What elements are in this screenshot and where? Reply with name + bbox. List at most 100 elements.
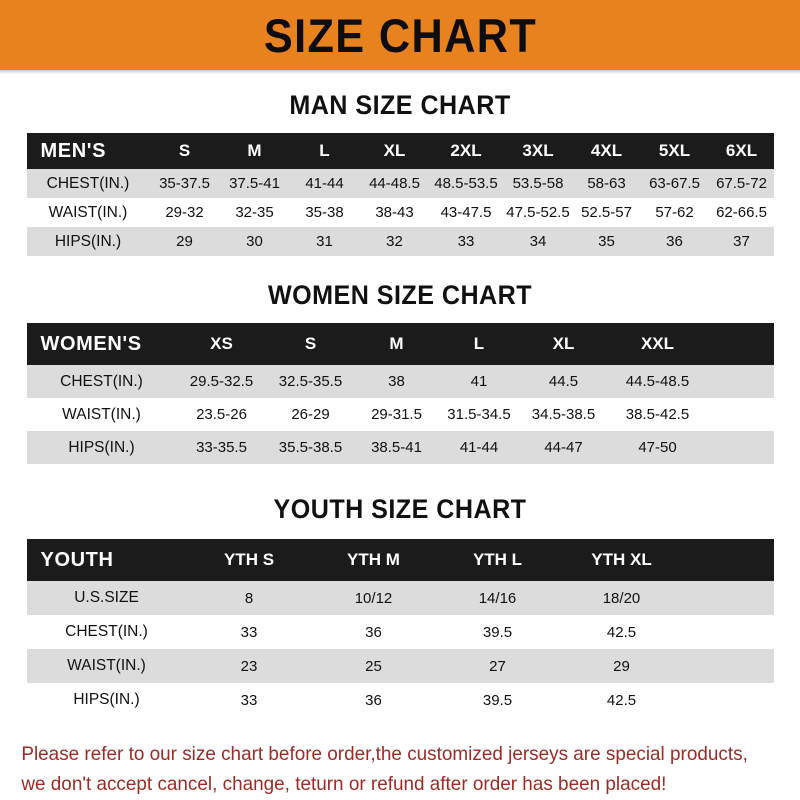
section-men: MAN SIZE CHART MEN'S S M L XL 2XL 3XL 4X… bbox=[0, 90, 800, 256]
men-cell: 36 bbox=[666, 233, 683, 250]
youth-row-label: CHEST(IN.) bbox=[65, 623, 148, 640]
men-cell: 32 bbox=[386, 233, 403, 250]
youth-cell-spacer bbox=[684, 581, 774, 615]
men-corner-label: MEN'S bbox=[40, 139, 107, 162]
women-cell: 35.5-38.5 bbox=[278, 439, 343, 456]
men-col-header: 3XL bbox=[522, 141, 554, 160]
men-cell: 31 bbox=[316, 233, 333, 250]
women-header-spacer bbox=[708, 323, 774, 365]
women-cell: 41 bbox=[470, 373, 488, 390]
women-row-label: WAIST(IN.) bbox=[62, 405, 141, 423]
women-col-header: XS bbox=[210, 334, 233, 353]
page-title: SIZE CHART bbox=[263, 8, 537, 62]
women-cell: 44.5-48.5 bbox=[625, 373, 690, 390]
youth-col-header: YTH S bbox=[223, 550, 275, 569]
youth-col-header: YTH M bbox=[347, 550, 400, 569]
table-row: WAIST(IN.) 23 25 27 29 bbox=[26, 649, 774, 683]
youth-cell: 29 bbox=[613, 657, 630, 675]
men-cell: 41-44 bbox=[305, 175, 344, 192]
youth-cell: 25 bbox=[365, 657, 382, 675]
men-size-table: MEN'S S M L XL 2XL 3XL 4XL 5XL 6XL CHEST… bbox=[26, 133, 774, 256]
men-cell: 57-62 bbox=[655, 204, 694, 221]
men-cell: 43-47.5 bbox=[440, 204, 492, 221]
men-row-label: HIPS(IN.) bbox=[54, 232, 122, 250]
men-col-header: 6XL bbox=[725, 141, 758, 160]
men-header-row: MEN'S S M L XL 2XL 3XL 4XL 5XL 6XL bbox=[26, 133, 774, 169]
youth-cell: 36 bbox=[365, 691, 382, 709]
section-youth: YOUTH SIZE CHART YOUTH YTH S YTH M YTH L… bbox=[0, 494, 800, 717]
page-banner: SIZE CHART bbox=[0, 0, 800, 70]
youth-cell: 39.5 bbox=[482, 691, 513, 709]
youth-size-table: YOUTH YTH S YTH M YTH L YTH XL U.S.SIZE … bbox=[26, 539, 774, 717]
men-row-label: CHEST(IN.) bbox=[46, 174, 130, 192]
youth-cell: 10/12 bbox=[354, 589, 393, 607]
youth-cell: 18/20 bbox=[602, 589, 641, 607]
youth-cell: 23 bbox=[240, 657, 258, 675]
men-cell: 63-67.5 bbox=[649, 175, 700, 192]
youth-col-header: YTH L bbox=[472, 550, 523, 569]
women-cell: 38.5-41 bbox=[371, 439, 422, 456]
youth-cell-spacer bbox=[684, 615, 774, 649]
men-cell: 35-37.5 bbox=[159, 175, 210, 192]
women-cell-spacer bbox=[708, 365, 774, 398]
men-col-header: S bbox=[178, 141, 191, 160]
youth-row-label: U.S.SIZE bbox=[74, 589, 139, 606]
section-title-men: MAN SIZE CHART bbox=[289, 90, 511, 120]
men-col-header: XL bbox=[383, 141, 406, 160]
men-cell: 38-43 bbox=[375, 204, 414, 221]
table-row: WAIST(IN.) 29-32 32-35 35-38 38-43 43-47… bbox=[26, 198, 774, 227]
table-row: HIPS(IN.) 33-35.5 35.5-38.5 38.5-41 41-4… bbox=[26, 431, 774, 464]
section-title-youth: YOUTH SIZE CHART bbox=[273, 494, 527, 524]
men-cell: 58-63 bbox=[587, 175, 626, 192]
section-title-women: WOMEN SIZE CHART bbox=[267, 280, 533, 310]
men-cell: 52.5-57 bbox=[581, 204, 632, 221]
men-cell: 37.5-41 bbox=[229, 175, 280, 192]
men-cell: 37 bbox=[733, 233, 750, 250]
men-col-header: 2XL bbox=[450, 141, 482, 160]
footer-line-1: Please refer to our size chart before or… bbox=[21, 743, 748, 765]
women-corner-label: WOMEN'S bbox=[40, 332, 142, 355]
youth-header-spacer bbox=[684, 539, 774, 581]
youth-cell: 36 bbox=[365, 623, 382, 641]
women-cell: 34.5-38.5 bbox=[531, 406, 596, 423]
men-cell: 53.5-58 bbox=[512, 175, 564, 192]
youth-cell: 27 bbox=[489, 657, 506, 675]
women-cell: 26-29 bbox=[291, 406, 330, 423]
women-cell: 38.5-42.5 bbox=[625, 406, 690, 423]
men-cell: 32-35 bbox=[235, 204, 274, 221]
women-cell: 47-50 bbox=[638, 439, 677, 456]
men-cell: 48.5-53.5 bbox=[434, 175, 498, 192]
men-cell: 29 bbox=[176, 233, 193, 250]
table-row: CHEST(IN.) 33 36 39.5 42.5 bbox=[26, 615, 774, 649]
men-cell: 44-48.5 bbox=[369, 175, 420, 192]
men-cell: 34 bbox=[529, 233, 547, 250]
women-cell: 38 bbox=[388, 373, 405, 390]
women-col-header: XXL bbox=[640, 334, 675, 353]
youth-header-row: YOUTH YTH S YTH M YTH L YTH XL bbox=[26, 539, 774, 581]
youth-cell-spacer bbox=[684, 649, 774, 683]
table-row: HIPS(IN.) 29 30 31 32 33 34 35 36 37 bbox=[26, 227, 774, 256]
men-cell: 35-38 bbox=[305, 204, 344, 221]
women-col-header: L bbox=[473, 334, 485, 353]
women-col-header: XL bbox=[552, 334, 575, 353]
men-cell: 33 bbox=[457, 233, 475, 250]
footer-line-2: we don't accept cancel, change, teturn o… bbox=[21, 773, 667, 795]
men-cell: 29-32 bbox=[165, 204, 204, 221]
men-cell: 47.5-52.5 bbox=[506, 204, 570, 221]
women-cell: 31.5-34.5 bbox=[447, 406, 511, 423]
men-cell: 35 bbox=[598, 233, 615, 250]
women-cell: 44-47 bbox=[544, 439, 583, 456]
women-cell: 44.5 bbox=[548, 373, 579, 390]
women-size-table: WOMEN'S XS S M L XL XXL CHEST(IN.) 29.5-… bbox=[26, 323, 774, 464]
table-row: CHEST(IN.) 29.5-32.5 32.5-35.5 38 41 44.… bbox=[26, 365, 774, 398]
youth-cell-spacer bbox=[684, 683, 774, 717]
women-row-label: CHEST(IN.) bbox=[60, 372, 143, 390]
men-row-label: WAIST(IN.) bbox=[48, 203, 128, 221]
women-cell: 23.5-26 bbox=[196, 406, 247, 423]
women-col-header: S bbox=[304, 334, 317, 353]
youth-row-label: WAIST(IN.) bbox=[67, 657, 146, 674]
men-col-header: 4XL bbox=[590, 141, 623, 160]
youth-cell: 14/16 bbox=[478, 589, 517, 607]
table-row: CHEST(IN.) 35-37.5 37.5-41 41-44 44-48.5… bbox=[26, 169, 774, 198]
women-cell: 29-31.5 bbox=[371, 406, 422, 423]
